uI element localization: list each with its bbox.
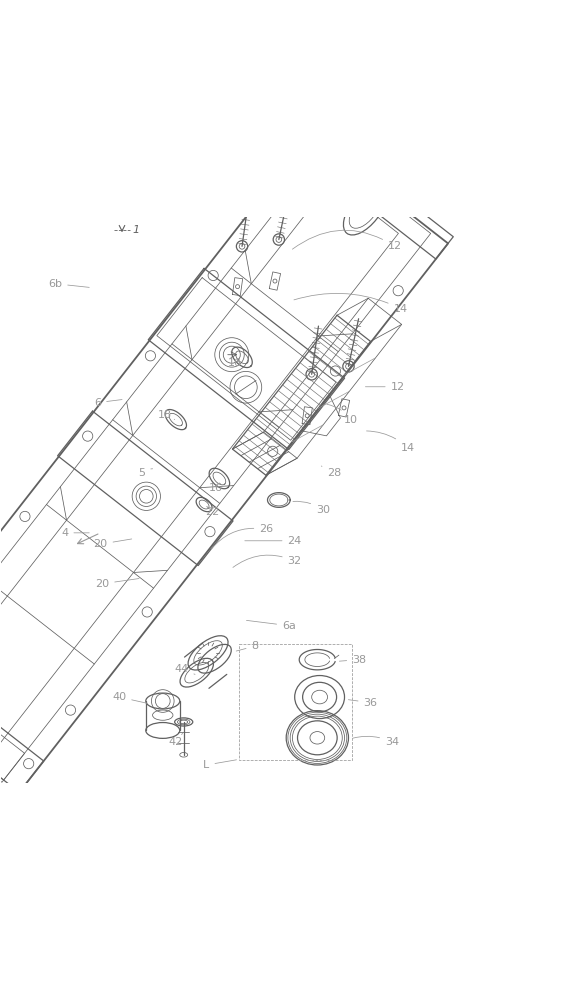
Text: 5: 5 — [138, 468, 152, 478]
Text: 44: 44 — [174, 664, 195, 674]
Text: 32: 32 — [233, 555, 302, 567]
Text: 36: 36 — [348, 698, 378, 708]
Text: L: L — [203, 760, 237, 770]
Text: 22: 22 — [205, 506, 219, 517]
Bar — [239, 644, 352, 760]
Text: 6: 6 — [94, 398, 122, 408]
Text: 10: 10 — [327, 404, 358, 425]
Text: 6a: 6a — [246, 620, 296, 631]
Text: 14: 14 — [366, 431, 415, 453]
Text: 34: 34 — [353, 736, 399, 747]
Text: 24: 24 — [245, 536, 302, 546]
Text: 16: 16 — [208, 483, 222, 493]
Text: 20: 20 — [95, 579, 139, 589]
Text: 14: 14 — [294, 293, 407, 314]
Text: 38: 38 — [339, 655, 366, 665]
Text: 16: 16 — [228, 358, 242, 368]
Text: 18: 18 — [158, 410, 175, 420]
Text: 28: 28 — [321, 466, 341, 478]
Text: 8: 8 — [236, 641, 259, 651]
Text: 30: 30 — [293, 501, 330, 515]
Text: 42: 42 — [168, 733, 183, 747]
Text: 26: 26 — [212, 524, 274, 549]
Text: 20: 20 — [93, 539, 131, 549]
Text: 40: 40 — [112, 692, 147, 703]
Text: 6b: 6b — [48, 279, 89, 289]
Text: 4: 4 — [61, 528, 89, 538]
Text: 12: 12 — [292, 230, 402, 251]
Text: 1: 1 — [133, 225, 140, 235]
Text: 12: 12 — [365, 382, 405, 392]
